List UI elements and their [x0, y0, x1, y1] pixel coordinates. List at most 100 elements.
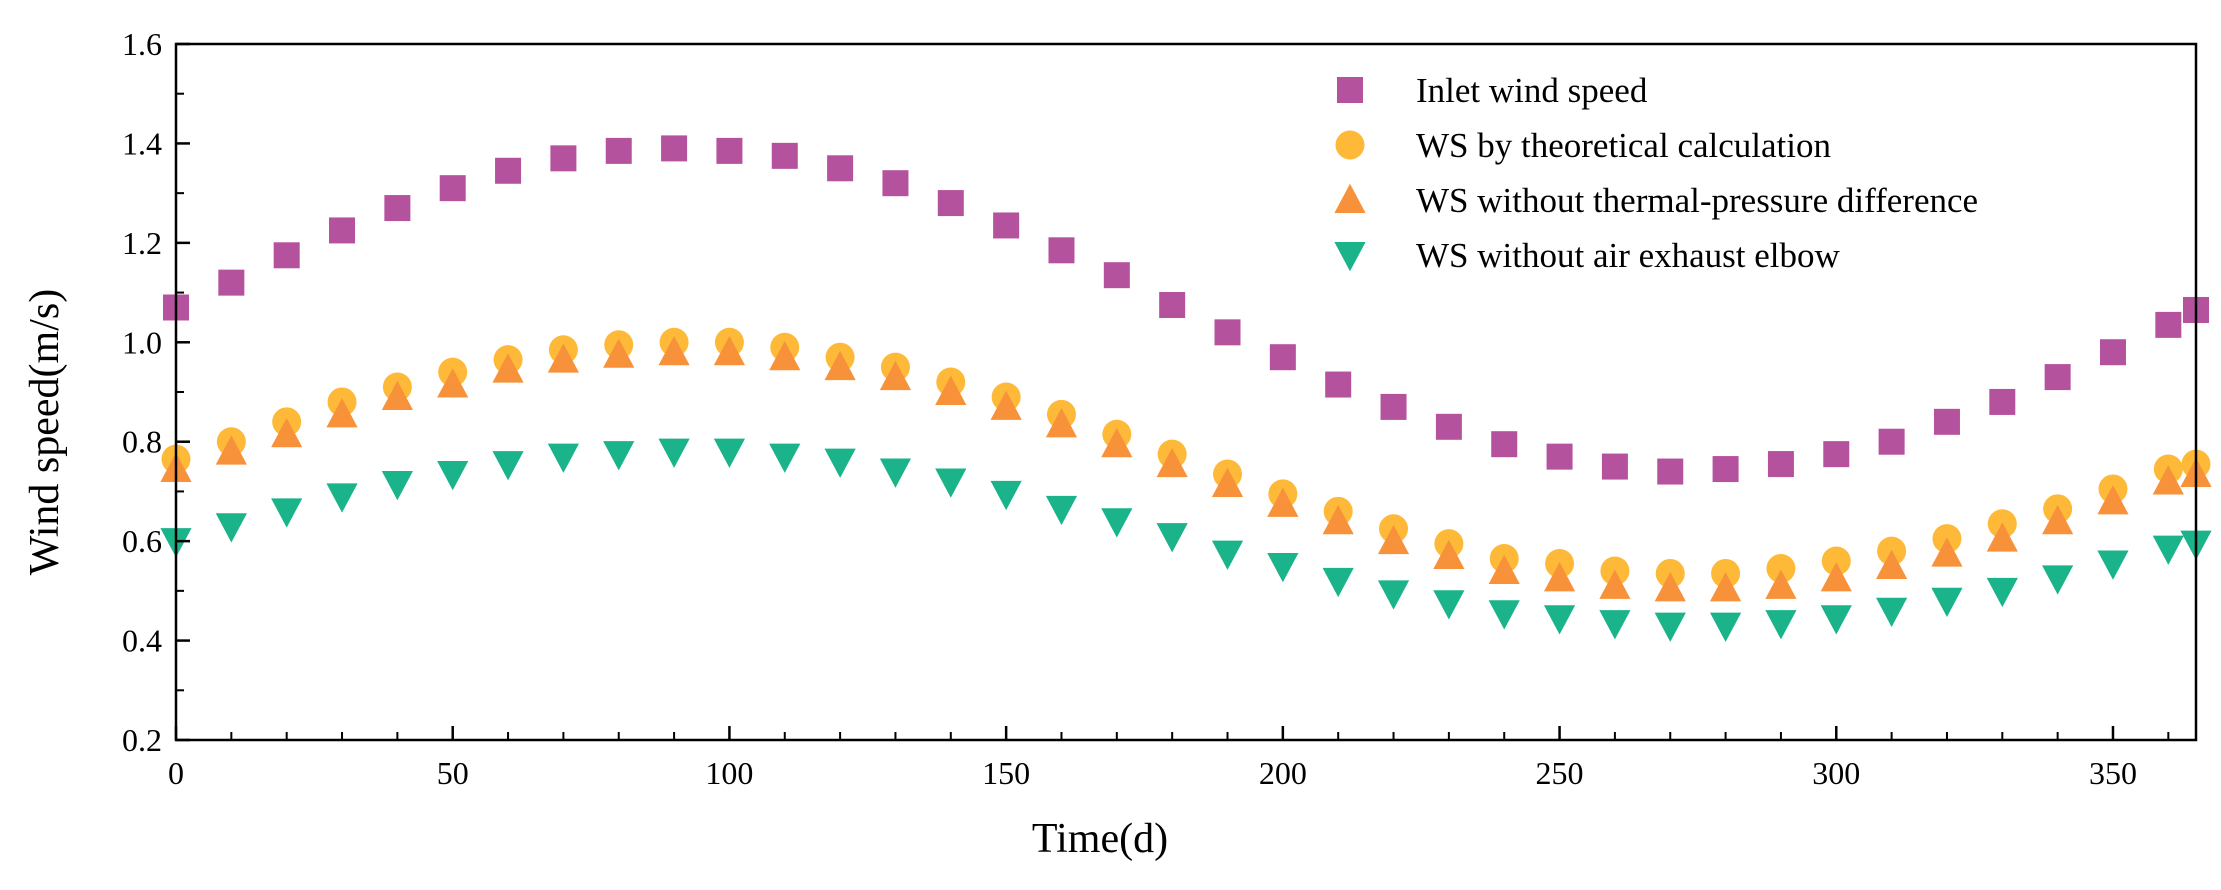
- data-point: [935, 468, 967, 498]
- legend-label: WS without thermal-pressure difference: [1416, 181, 1978, 220]
- y-tick-label: 0.8: [122, 424, 162, 460]
- data-point: [603, 441, 635, 471]
- data-point: [1709, 612, 1742, 642]
- data-point: [990, 390, 1022, 420]
- legend-marker: [1334, 183, 1366, 213]
- data-point: [1986, 577, 2018, 608]
- data-point: [827, 155, 854, 182]
- data-point: [1488, 600, 1520, 630]
- data-point: [1488, 554, 1520, 584]
- data-point: [1045, 495, 1078, 526]
- legend-marker: [1335, 130, 1365, 160]
- data-point: [2042, 565, 2074, 595]
- data-point: [1322, 567, 1354, 598]
- data-point: [329, 217, 356, 244]
- data-point: [547, 443, 579, 473]
- legend: Inlet wind speed WS by theoretical calcul…: [1334, 71, 1978, 275]
- data-point: [990, 480, 1022, 511]
- x-tick-label: 0: [168, 755, 184, 791]
- data-point: [381, 470, 413, 501]
- y-tick-label: 1.4: [122, 125, 162, 161]
- data-point: [1599, 569, 1631, 599]
- data-point: [716, 137, 743, 164]
- data-point: [2152, 465, 2184, 495]
- data-point: [439, 175, 466, 202]
- data-point: [1765, 569, 1797, 599]
- data-point: [1766, 553, 1796, 583]
- legend-label: WS by theoretical calculation: [1416, 126, 1831, 165]
- series-1: [163, 135, 2209, 485]
- data-point: [492, 353, 524, 383]
- data-point: [1103, 262, 1130, 289]
- legend-marker: [1334, 242, 1366, 272]
- x-tick-label: 250: [1536, 755, 1584, 791]
- data-point: [1214, 319, 1241, 346]
- legend-label: Inlet wind speed: [1416, 71, 1648, 110]
- data-point: [1543, 562, 1576, 592]
- data-point: [1933, 408, 1960, 435]
- axes: 0.2 0.4 0.6 0.8 1.0 1.2 1.4 1.6 0 50 100 150 200 250 3…: [122, 26, 2198, 791]
- data-point: [1931, 537, 1963, 567]
- data-point: [1267, 553, 1299, 583]
- data-point: [273, 242, 300, 269]
- data-point: [993, 212, 1020, 239]
- data-point: [658, 438, 690, 468]
- data-point: [1657, 458, 1684, 485]
- series-4: [160, 438, 2212, 642]
- y-tick-label: 0.6: [122, 523, 162, 559]
- data-point: [882, 170, 909, 197]
- y-axis-title: Wind speed(m/s): [22, 289, 68, 575]
- data-point: [1269, 344, 1296, 371]
- data-point: [1433, 590, 1465, 620]
- data-point: [1709, 572, 1742, 602]
- data-point: [661, 135, 688, 162]
- plot-frame: [174, 42, 2198, 742]
- data-point: [1377, 524, 1410, 555]
- data-point: [550, 145, 577, 172]
- data-point: [547, 343, 579, 373]
- data-point: [1712, 456, 1739, 483]
- data-point: [1654, 572, 1686, 602]
- data-point: [2155, 311, 2182, 338]
- data-point: [771, 142, 798, 169]
- data-point: [1159, 292, 1186, 318]
- data-point: [2097, 485, 2129, 515]
- data-point: [824, 448, 856, 478]
- data-point: [326, 398, 358, 428]
- data-point: [215, 435, 247, 465]
- data-point: [1989, 388, 2016, 415]
- data-point: [1491, 431, 1518, 458]
- x-tick-label: 300: [1812, 755, 1860, 791]
- data-point: [879, 360, 912, 391]
- y-tick-label: 1.2: [122, 225, 162, 261]
- data-point: [437, 461, 469, 491]
- data-point: [1765, 610, 1797, 640]
- data-point: [1377, 580, 1410, 610]
- data-point: [1433, 539, 1465, 570]
- x-tick-label: 200: [1259, 755, 1307, 791]
- data-point: [1820, 562, 1852, 592]
- data-point: [437, 368, 469, 398]
- data-point: [1654, 612, 1686, 642]
- data-point: [1823, 441, 1850, 468]
- data-point: [1546, 443, 1573, 470]
- x-tick-label: 100: [705, 755, 753, 791]
- data-point: [1986, 522, 2018, 552]
- data-point: [769, 340, 801, 371]
- data-point: [603, 338, 635, 368]
- data-point: [384, 195, 411, 222]
- data-point: [1156, 523, 1188, 553]
- data-point: [824, 350, 856, 381]
- x-tick-label: 150: [982, 755, 1030, 791]
- data-point: [271, 498, 303, 528]
- data-point: [935, 375, 967, 405]
- data-point: [1325, 371, 1352, 398]
- plot-area: [160, 135, 2212, 642]
- data-point: [1601, 453, 1628, 480]
- data-point: [1599, 610, 1631, 640]
- data-point: [1878, 428, 1905, 455]
- data-point: [605, 137, 632, 164]
- y-tick-label: 1.0: [122, 324, 162, 360]
